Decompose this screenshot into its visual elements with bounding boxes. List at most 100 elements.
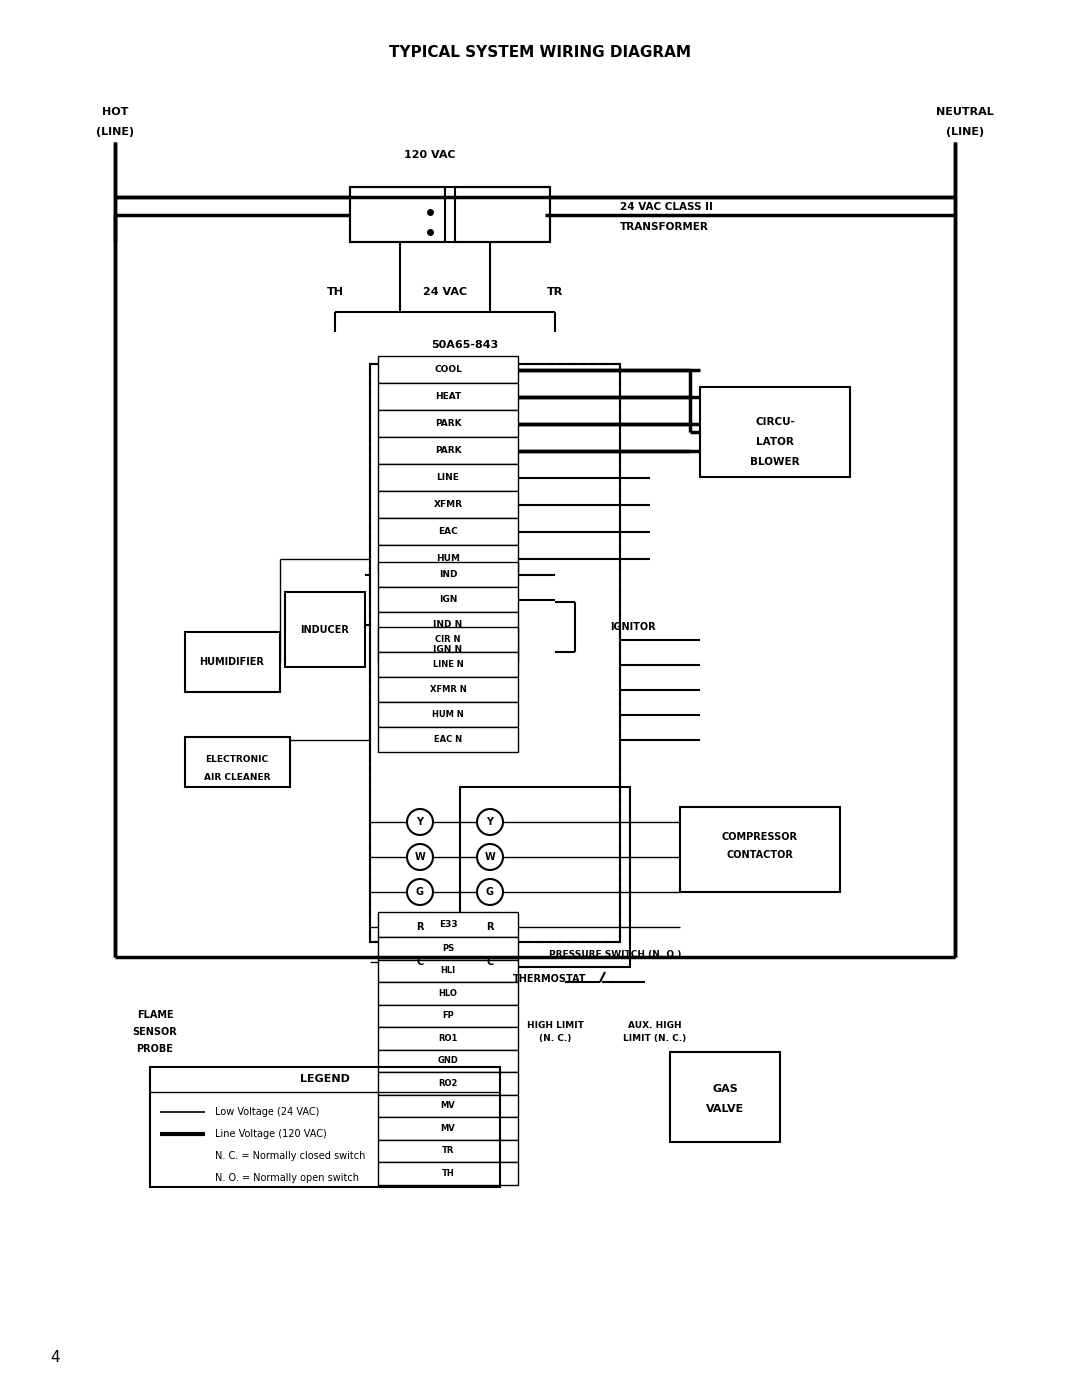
Bar xyxy=(378,960,518,982)
Text: PARK: PARK xyxy=(434,446,461,455)
Text: 50A65-843: 50A65-843 xyxy=(431,339,499,351)
Text: N. O. = Normally open switch: N. O. = Normally open switch xyxy=(215,1173,359,1183)
Text: XFMR: XFMR xyxy=(433,500,462,509)
Bar xyxy=(378,1004,518,1027)
Bar xyxy=(150,1067,500,1187)
Bar xyxy=(378,545,518,571)
Text: EAC N: EAC N xyxy=(434,735,462,745)
Bar xyxy=(378,1027,518,1049)
Bar xyxy=(378,1071,518,1094)
Text: W: W xyxy=(485,852,496,862)
Text: MV: MV xyxy=(441,1101,456,1111)
Text: AIR CLEANER: AIR CLEANER xyxy=(204,773,270,781)
Bar xyxy=(378,437,518,464)
Bar xyxy=(378,726,518,752)
Text: TRANSFORMER: TRANSFORMER xyxy=(620,222,708,232)
Text: EAC: EAC xyxy=(438,527,458,536)
Bar xyxy=(285,592,365,666)
Text: FLAME: FLAME xyxy=(137,1010,173,1020)
Bar xyxy=(378,678,518,703)
Text: HIGH LIMIT: HIGH LIMIT xyxy=(527,1020,583,1030)
Bar xyxy=(350,187,445,242)
Text: VALVE: VALVE xyxy=(706,1104,744,1113)
Bar xyxy=(185,631,280,692)
Text: TR: TR xyxy=(546,286,563,298)
Bar xyxy=(370,365,620,942)
Text: IND N: IND N xyxy=(433,620,462,629)
Text: 120 VAC: 120 VAC xyxy=(404,149,456,161)
Text: (LINE): (LINE) xyxy=(96,127,134,137)
Text: Low Voltage (24 VAC): Low Voltage (24 VAC) xyxy=(215,1106,320,1118)
Bar xyxy=(378,1118,518,1140)
Text: LATOR: LATOR xyxy=(756,437,794,447)
Bar xyxy=(378,1140,518,1162)
Text: LIMIT (N. C.): LIMIT (N. C.) xyxy=(623,1035,687,1044)
Circle shape xyxy=(477,844,503,870)
Circle shape xyxy=(477,809,503,835)
Text: COMPRESSOR: COMPRESSOR xyxy=(723,833,798,842)
Bar xyxy=(378,627,518,652)
Text: FP: FP xyxy=(442,1011,454,1020)
Text: Y: Y xyxy=(417,817,423,827)
Text: HUM N: HUM N xyxy=(432,710,464,719)
Bar xyxy=(378,518,518,545)
Text: Line Voltage (120 VAC): Line Voltage (120 VAC) xyxy=(215,1129,327,1139)
Circle shape xyxy=(477,879,503,905)
Text: 4: 4 xyxy=(50,1350,59,1365)
Bar xyxy=(460,787,630,967)
Bar xyxy=(378,562,518,587)
Text: C: C xyxy=(417,957,423,967)
Text: R: R xyxy=(486,922,494,932)
Text: R: R xyxy=(416,922,423,932)
Bar xyxy=(378,409,518,437)
Bar xyxy=(378,637,518,662)
Text: LINE N: LINE N xyxy=(433,659,463,669)
Text: ELECTRONIC: ELECTRONIC xyxy=(205,754,269,764)
Bar xyxy=(378,1162,518,1185)
Text: AUX. HIGH: AUX. HIGH xyxy=(629,1020,681,1030)
Bar xyxy=(680,807,840,893)
Text: IGNITOR: IGNITOR xyxy=(610,622,656,631)
Bar xyxy=(670,1052,780,1141)
Bar xyxy=(700,387,850,476)
Text: XFMR N: XFMR N xyxy=(430,685,467,694)
Text: COOL: COOL xyxy=(434,365,462,374)
Bar xyxy=(350,187,550,242)
Text: TR: TR xyxy=(442,1147,455,1155)
Text: TYPICAL SYSTEM WIRING DIAGRAM: TYPICAL SYSTEM WIRING DIAGRAM xyxy=(389,45,691,60)
Text: CONTACTOR: CONTACTOR xyxy=(727,849,794,861)
Text: PS: PS xyxy=(442,944,454,953)
Text: TH: TH xyxy=(326,286,343,298)
Text: HLO: HLO xyxy=(438,989,458,997)
Bar xyxy=(378,937,518,960)
Text: HEAT: HEAT xyxy=(435,393,461,401)
Text: (LINE): (LINE) xyxy=(946,127,984,137)
Text: PARK: PARK xyxy=(434,419,461,427)
Text: BLOWER: BLOWER xyxy=(751,457,800,467)
Bar xyxy=(378,383,518,409)
Text: RO2: RO2 xyxy=(438,1078,458,1088)
Text: N. C. = Normally closed switch: N. C. = Normally closed switch xyxy=(215,1151,365,1161)
Text: PROBE: PROBE xyxy=(136,1044,174,1053)
Bar xyxy=(378,356,518,383)
Text: 24 VAC: 24 VAC xyxy=(423,286,467,298)
Text: LINE: LINE xyxy=(436,474,459,482)
Text: THERMOSTAT: THERMOSTAT xyxy=(513,974,586,983)
Bar xyxy=(378,1094,518,1118)
Text: GND: GND xyxy=(437,1056,458,1066)
Text: MV: MV xyxy=(441,1123,456,1133)
Text: RO1: RO1 xyxy=(438,1034,458,1042)
Text: G: G xyxy=(486,887,494,897)
Text: 24 VAC CLASS II: 24 VAC CLASS II xyxy=(620,203,713,212)
Circle shape xyxy=(477,914,503,940)
Bar xyxy=(378,703,518,726)
Text: W: W xyxy=(415,852,426,862)
Text: TH: TH xyxy=(442,1169,455,1178)
Text: INDUCER: INDUCER xyxy=(300,624,350,636)
Text: LEGEND: LEGEND xyxy=(300,1074,350,1084)
Bar xyxy=(378,1049,518,1071)
Text: SENSOR: SENSOR xyxy=(133,1027,177,1037)
Bar xyxy=(185,738,291,787)
Bar xyxy=(378,912,518,937)
Text: IGN N: IGN N xyxy=(433,645,462,654)
